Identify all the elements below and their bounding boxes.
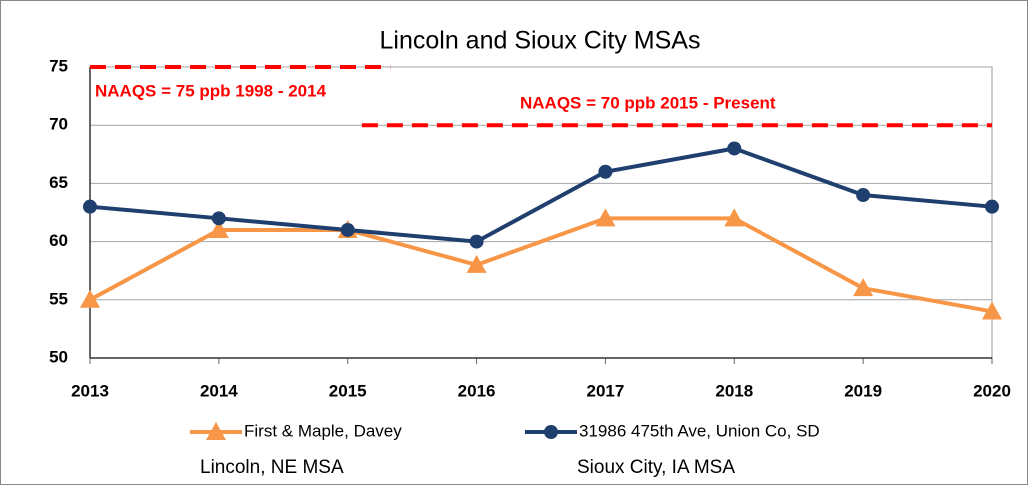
series-line	[89, 216, 993, 314]
legend-marker	[206, 422, 226, 440]
x-tick-label: 2019	[844, 381, 882, 400]
marker	[80, 289, 100, 308]
y-tick-label: 65	[49, 173, 68, 192]
chart-title: Lincoln and Sioux City MSAs	[380, 27, 701, 55]
series-line	[89, 146, 993, 244]
marker	[466, 254, 487, 273]
legend-marker	[544, 425, 558, 439]
marker	[727, 141, 742, 156]
marker	[469, 234, 484, 249]
marker	[340, 222, 355, 237]
x-tick-label: 2018	[715, 381, 753, 400]
marker	[598, 164, 613, 179]
marker	[83, 199, 97, 214]
x-tick-label: 2015	[329, 381, 367, 400]
legend-label: First & Maple, Davey	[244, 421, 402, 440]
legend-note: Sioux City, IA MSA	[577, 457, 735, 478]
marker	[211, 211, 226, 226]
x-tick-label: 2013	[71, 381, 109, 400]
marker	[856, 188, 871, 203]
x-tick-label: 2017	[587, 381, 625, 400]
legend-label: 31986 475th Ave, Union Co, SD	[579, 421, 820, 440]
marker	[982, 301, 1002, 320]
y-tick-label: 60	[49, 231, 68, 250]
x-tick-label: 2020	[973, 381, 1011, 400]
x-tick-label: 2014	[200, 381, 238, 400]
annotation: NAAQS = 70 ppb 2015 - Present	[520, 93, 776, 112]
legend-note: Lincoln, NE MSA	[200, 457, 344, 478]
y-tick-label: 55	[49, 289, 68, 308]
marker	[208, 219, 229, 238]
marker	[985, 199, 999, 214]
marker	[853, 278, 874, 297]
y-tick-label: 50	[49, 347, 68, 366]
marker	[595, 208, 616, 227]
y-tick-label: 75	[49, 56, 68, 75]
y-tick-label: 70	[49, 115, 68, 134]
marker	[724, 208, 745, 227]
annotation: NAAQS = 75 ppb 1998 - 2014	[95, 81, 327, 100]
x-tick-label: 2016	[458, 381, 496, 400]
